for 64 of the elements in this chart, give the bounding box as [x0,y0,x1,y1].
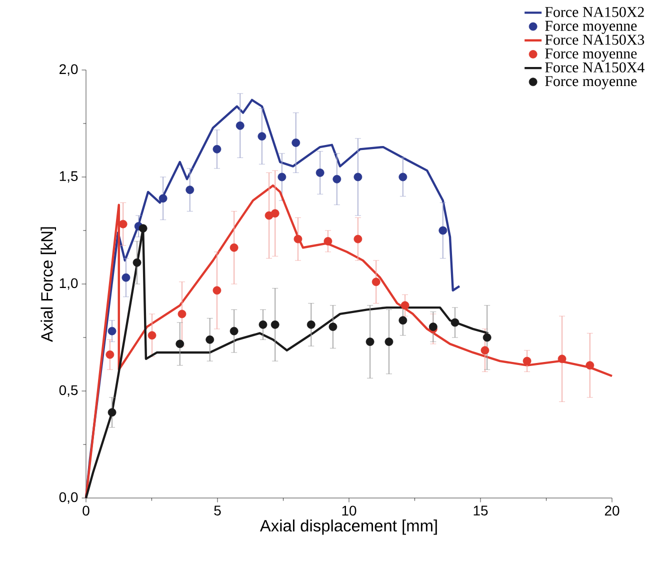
legend-label: Force NA150X2 [545,6,644,18]
point [398,316,408,325]
legend-label: Force NA150X4 [545,62,644,72]
point [332,174,342,184]
point [558,354,566,364]
y-tick-label: 1,0 [60,278,78,290]
point [586,361,594,370]
legend-label: Force moyenne [545,20,637,34]
y-tick-label: 2,0 [60,64,78,76]
x-tick-label: 10 [342,506,356,516]
legend-label: Force moyenne [545,76,637,90]
y-tick-label: 0,5 [59,385,78,397]
point [258,320,268,329]
point [366,338,374,346]
point [236,121,244,130]
point [384,338,394,346]
point [186,186,194,194]
point [438,226,448,235]
point [230,243,238,252]
point [482,333,492,342]
point [372,278,380,286]
point [138,224,148,233]
point [324,237,332,246]
point [206,335,214,344]
point [230,326,238,336]
point [400,301,410,310]
point [108,408,116,417]
point [480,346,490,355]
legend-label: Force NA150X3 [545,34,644,45]
point [398,172,408,182]
x-tick-label: 15 [474,506,488,516]
y-axis-title: Axial Force [kN] [40,227,56,342]
point [122,273,130,282]
point [522,356,532,366]
point [178,310,186,318]
point [176,340,184,348]
y-tick-label: 1,5 [60,171,78,183]
point [354,172,362,182]
point [278,172,286,182]
point [354,234,362,244]
point [258,132,266,141]
point [118,220,128,228]
point [212,144,222,154]
legend-label: Force moyenne [545,48,637,62]
point [132,258,142,267]
point [316,168,324,177]
x-tick-label: 5 [214,506,221,516]
point [270,209,280,218]
point [158,194,168,203]
x-axis-title: Axial displacement [mm] [260,519,437,535]
x-tick-label: 20 [604,506,620,516]
point [106,350,114,359]
point [328,322,338,331]
point [108,326,116,336]
point [212,286,222,295]
point [148,331,156,340]
point [294,234,302,244]
x-tick-label: 0 [82,506,90,516]
point [270,320,280,329]
point [292,138,300,147]
point [428,322,438,331]
y-tick-label: 0,0 [59,492,78,504]
point [450,318,460,327]
point [306,320,316,329]
